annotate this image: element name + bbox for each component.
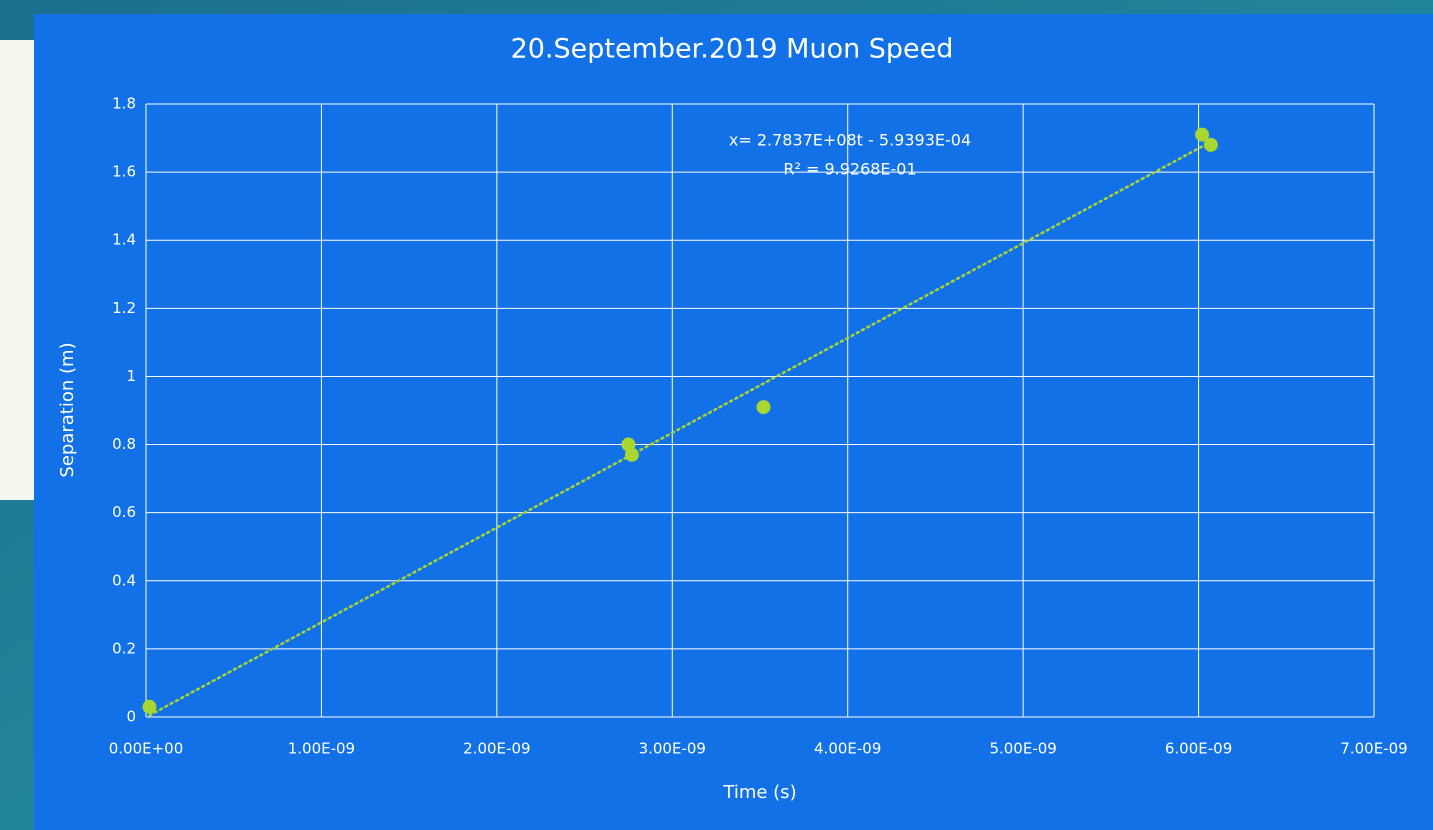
y-tick-label: 0.8 <box>112 435 136 453</box>
y-tick-label: 1.6 <box>112 163 136 181</box>
x-tick-label: 4.00E-09 <box>814 740 881 758</box>
y-tick-label: 1.8 <box>112 95 136 113</box>
y-tick-label: 0 <box>126 708 136 726</box>
y-tick-label: 1 <box>126 367 136 385</box>
y-axis-label: Separation (m) <box>57 342 78 477</box>
x-tick-label: 5.00E-09 <box>989 740 1056 758</box>
y-tick-label: 0.6 <box>112 503 136 521</box>
y-tick-label: 0.2 <box>112 639 136 657</box>
x-tick-label: 3.00E-09 <box>639 740 706 758</box>
trendline-equation: x= 2.7837E+08t - 5.9393E-04 <box>729 131 971 150</box>
y-tick-label: 1.4 <box>112 231 136 249</box>
data-point <box>1203 137 1218 152</box>
data-point <box>1195 127 1210 142</box>
x-tick-label: 0.00E+00 <box>109 740 184 758</box>
x-axis-label: Time (s) <box>722 782 796 803</box>
y-tick-label: 1.2 <box>112 299 136 317</box>
x-tick-label: 2.00E-09 <box>463 740 530 758</box>
x-tick-label: 6.00E-09 <box>1165 740 1232 758</box>
y-tick-label: 0.4 <box>112 571 136 589</box>
data-point <box>142 699 157 714</box>
x-tick-label: 1.00E-09 <box>288 740 355 758</box>
trendline-r2: R² = 9.9268E-01 <box>783 160 916 179</box>
chart-area <box>34 14 1433 830</box>
chart-title: 20.September.2019 Muon Speed <box>511 34 954 65</box>
data-point <box>756 400 771 415</box>
data-point <box>624 447 639 462</box>
x-tick-label: 7.00E-09 <box>1340 740 1407 758</box>
trendline <box>148 140 1213 717</box>
